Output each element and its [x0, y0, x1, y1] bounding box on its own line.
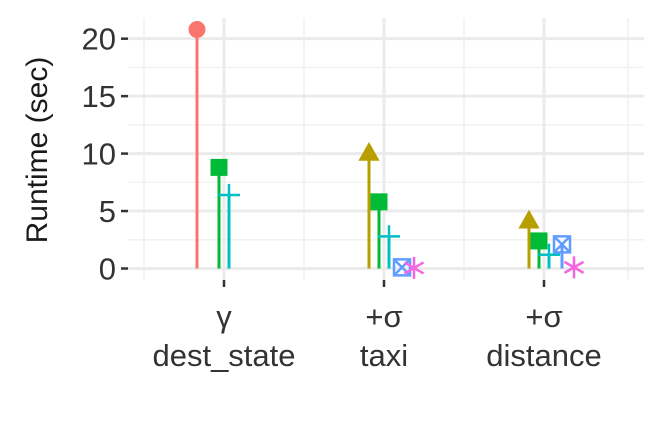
point-circle — [188, 20, 206, 38]
lollipop — [518, 209, 540, 269]
point-cross-b — [393, 258, 411, 277]
x-tick-label-line1: γ — [216, 299, 232, 334]
y-tick-label: 10 — [82, 137, 116, 172]
lollipop — [563, 256, 585, 279]
point-asterisk — [403, 256, 425, 279]
point-square-outline — [392, 258, 412, 277]
point-square-outline — [552, 235, 572, 254]
point-plus — [218, 183, 240, 206]
grid-major — [128, 18, 644, 280]
point-triangle — [358, 142, 380, 161]
point-square-cross — [552, 235, 572, 254]
point-asterisk — [563, 256, 585, 279]
x-tick-label-line2: dest_state — [152, 338, 295, 373]
lollipop — [358, 142, 380, 269]
lollipop — [218, 183, 240, 269]
y-tick-label: 20 — [82, 22, 116, 57]
lollipop — [552, 235, 572, 269]
lollipop — [210, 158, 228, 269]
chart-marks — [188, 20, 585, 279]
x-tick-label-line2: taxi — [360, 338, 408, 373]
point-asterisk-stroke — [563, 260, 585, 274]
point-square — [370, 193, 388, 211]
lollipop — [188, 20, 206, 269]
x-axis: γ dest_state +σ taxi +σ distance — [152, 280, 602, 373]
y-axis-title: Runtime (sec) — [21, 57, 54, 244]
lollipop — [403, 256, 425, 279]
point-plus — [538, 243, 560, 266]
y-axis: 0 5 10 15 20 — [82, 22, 128, 287]
point-triangle — [518, 209, 540, 229]
lollipop — [378, 225, 400, 269]
y-tick-label: 15 — [82, 79, 116, 114]
lollipop — [538, 243, 560, 269]
point-cross-b — [553, 235, 571, 254]
point-square — [210, 158, 228, 176]
point-square — [530, 232, 548, 250]
y-tick-label: 5 — [99, 194, 116, 229]
point-plus — [378, 225, 400, 248]
point-asterisk-stroke — [403, 261, 425, 275]
x-tick-label-line2: distance — [486, 338, 601, 373]
x-tick-label-line1: +σ — [365, 299, 402, 334]
y-tick-label: 0 — [99, 252, 116, 287]
x-tick-label-line1: +σ — [525, 299, 562, 334]
grid-minor — [128, 18, 644, 280]
